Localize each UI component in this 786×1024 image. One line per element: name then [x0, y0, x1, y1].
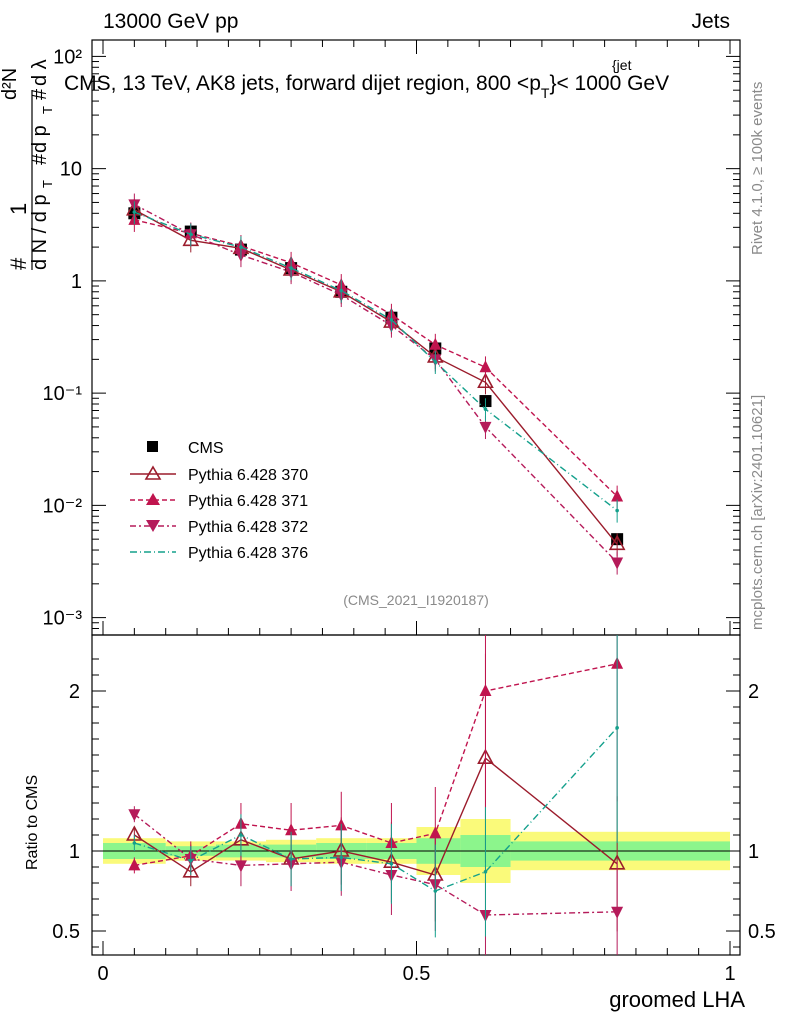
main-point-pythia-6-428-371: [429, 337, 442, 350]
main-point-pythia-6-428-376: [289, 266, 293, 270]
rivet-version-label: Rivet 4.1.0, ≥ 100k events: [749, 82, 766, 255]
main-y-tick-label: 10⁻²: [43, 495, 83, 517]
ratio-line-pythia-6-428-372: [133, 813, 618, 916]
analysis-id: (CMS_2021_I1920187): [343, 592, 489, 608]
legend-370-marker: [144, 465, 162, 480]
ratio-point-pythia-6-428-372: [128, 809, 141, 822]
ratio-y-tick-label-right: 0.5: [748, 921, 776, 943]
ratio-point-pythia-6-428-371: [429, 826, 442, 839]
legend-370-label: Pythia 6.428 370: [188, 467, 308, 484]
ylabel-hash2: #: [29, 153, 51, 165]
data-series: [126, 193, 626, 955]
ratio-y-tick-label: 1: [69, 841, 80, 863]
legend-372-label: Pythia 6.428 372: [188, 519, 308, 536]
title-text: CMS, 13 TeV, AK8 jets, forward dijet reg…: [64, 72, 541, 95]
main-point-pythia-6-428-372: [479, 421, 492, 434]
main-line-pythia-6-428-376: [134, 211, 618, 512]
ylabel-T-sub2: T: [40, 106, 55, 114]
main-point-pythia-6-428-376: [188, 232, 193, 237]
ratio-y-tick-label: 0.5: [52, 921, 80, 943]
legend: CMS Pythia 6.428 370 Pythia 6.428 371 Py…: [130, 440, 308, 562]
axis-ticks: 10⁻³ 10⁻² 10⁻¹ 1 10 10² 0 0.5 1 0.5 0.5 1 1 2 2: [43, 40, 776, 985]
main-y-tick-label: 10²: [53, 46, 82, 68]
x-tick-label: 0: [97, 963, 108, 985]
ratio-y-tick-label-right: 1: [748, 841, 759, 863]
ratio-ylabel: Ratio to CMS: [24, 775, 41, 870]
title-main: CMS, 13 TeV, AK8 jets, forward dijet reg…: [64, 72, 669, 101]
ylabel-one: 1: [6, 203, 31, 215]
title-tail: }< 1000 GeV: [549, 72, 669, 95]
main-point-pythia-6-428-376: [239, 245, 243, 249]
legend-372-marker: [146, 520, 160, 532]
main-point-pythia-6-428-376: [132, 210, 137, 214]
ylabel-d-pT: d p: [29, 125, 51, 153]
ratio-point-pythia-6-428-376: [289, 857, 293, 861]
main-point-pythia-6-428-376: [433, 360, 438, 364]
main-point-pythia-6-428-376: [615, 508, 619, 513]
main-y-tick-label: 10⁻³: [43, 608, 83, 630]
main-point-pythia-6-428-372: [611, 557, 624, 570]
ratio-point-pythia-6-428-376: [483, 870, 488, 874]
ratio-point-pythia-6-428-376: [188, 858, 193, 863]
legend-371-label: Pythia 6.428 371: [188, 493, 308, 510]
legend-cms-marker: [147, 441, 158, 452]
ratio-point-pythia-6-428-376: [433, 889, 438, 893]
legend-376-label: Pythia 6.428 376: [188, 545, 308, 562]
x-axis-label: groomed LHA: [609, 987, 745, 1012]
header-energy: 13000 GeV pp: [103, 10, 238, 33]
ratio-point-pythia-6-428-376: [615, 726, 619, 730]
main-point-pythia-6-428-376: [483, 407, 488, 411]
main-point-pythia-6-428-376: [339, 288, 344, 293]
ratio-point-pythia-6-428-376: [132, 841, 137, 845]
legend-371-marker: [146, 493, 160, 505]
ratio-point-pythia-6-428-376: [339, 855, 344, 860]
x-tick-label: 0.5: [403, 963, 431, 985]
ratio-point-pythia-6-428-370: [182, 862, 200, 878]
ylabel-T-sub: T: [40, 180, 55, 188]
main-point-pythia-6-428-376: [389, 318, 394, 322]
plot-title: CMS, 13 TeV, AK8 jets, forward dijet reg…: [64, 57, 669, 101]
header-category: Jets: [691, 10, 730, 33]
ylabel-d2N: d²N: [0, 68, 21, 100]
ylabel-hash3: #: [29, 88, 51, 100]
main-y-tick-label: 10⁻¹: [43, 383, 83, 405]
ylabel-hash1: #: [6, 257, 31, 270]
ratio-y-tick-label-right: 2: [748, 681, 759, 703]
title-sup: {jet: [612, 57, 632, 73]
ratio-point-pythia-6-428-371: [285, 823, 298, 836]
ratio-point-pythia-6-428-376: [389, 862, 394, 866]
ratio-point-pythia-6-428-376: [239, 833, 243, 837]
ratio-point-pythia-6-428-372: [611, 906, 624, 919]
main-point-pythia-6-428-370: [608, 534, 626, 551]
title-sub: T: [541, 85, 550, 101]
main-ylabel: # 1 d N / d p T # d p T # d λ d²N: [0, 59, 55, 270]
ratio-point-pythia-6-428-371: [128, 858, 141, 871]
cms-uncertainty-band: [92, 819, 740, 883]
ratio-y-tick-label: 2: [69, 681, 80, 703]
ratio-point-pythia-6-428-372: [234, 860, 247, 873]
main-y-tick-label: 1: [71, 271, 82, 293]
main-point-pythia-6-428-371: [479, 360, 492, 373]
ratio-point-pythia-6-428-371: [479, 684, 492, 696]
main-point-pythia-6-428-371: [611, 489, 624, 502]
ratio-plot-frame: [91, 634, 741, 956]
main-y-tick-label: 10: [60, 159, 82, 181]
ylabel-dlambda: d λ: [29, 59, 51, 86]
x-tick-label: 1: [724, 963, 735, 985]
main-point-pythia-6-428-370: [477, 372, 494, 389]
mcplots-credit-label: mcplots.cern.ch [arXiv:2401.10621]: [749, 395, 766, 630]
legend-cms-label: CMS: [188, 440, 224, 457]
ylabel-dN-dpT: d N / d p: [29, 194, 51, 270]
